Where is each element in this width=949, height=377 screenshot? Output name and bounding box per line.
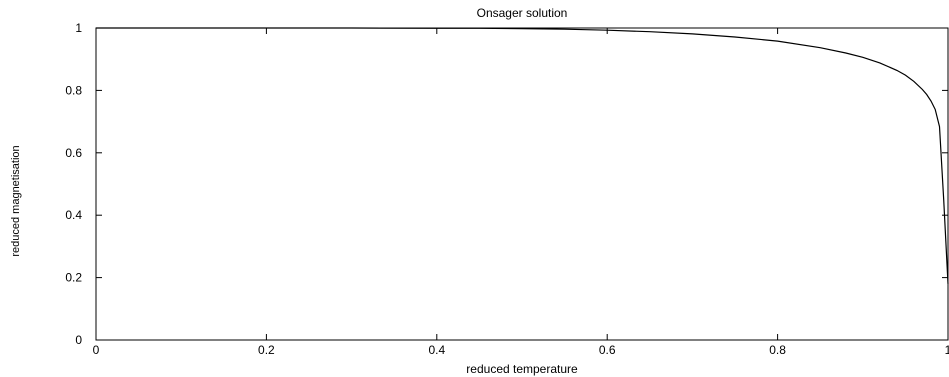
axis-tick-labels: 0 0.2 0.4 0.6 0.8 1 0 0.2 0.4 0.6 0.8 1	[65, 21, 949, 357]
y-tick-label: 0.2	[65, 271, 82, 285]
y-tick-label: 0.8	[65, 83, 82, 97]
x-tick-label: 0	[93, 343, 100, 357]
y-tick-label: 1	[75, 21, 82, 35]
y-tick-label: 0.6	[65, 146, 82, 160]
axis-ticks	[95, 27, 949, 341]
x-tick-label: 1	[945, 343, 949, 357]
y-tick-label: 0.4	[65, 208, 82, 222]
x-tick-label: 0.4	[428, 343, 445, 357]
chart-title: Onsager solution	[477, 6, 568, 20]
x-tick-label: 0.2	[258, 343, 275, 357]
series-line	[96, 27, 949, 284]
x-tick-label: 0.8	[769, 343, 786, 357]
plot-frame	[95, 27, 949, 341]
x-axis-label: reduced temperature	[466, 362, 578, 376]
y-tick-label: 0	[75, 333, 82, 347]
y-axis-label: reduced magnetisation	[10, 145, 22, 256]
series-layer	[96, 27, 949, 284]
x-tick-label: 0.6	[599, 343, 616, 357]
